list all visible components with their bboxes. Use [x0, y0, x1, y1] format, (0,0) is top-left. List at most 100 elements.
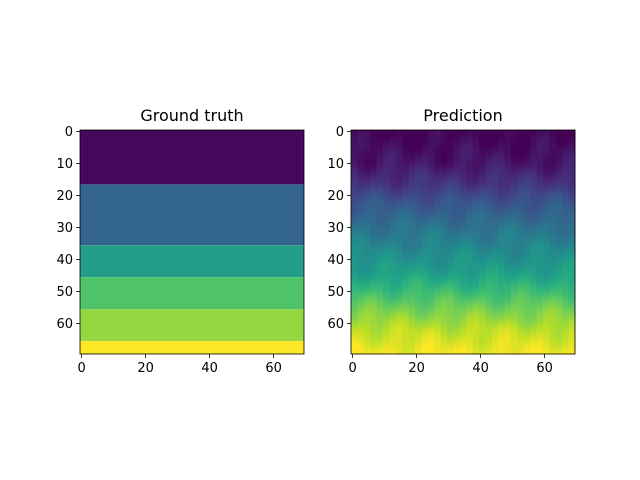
pixel-cell [562, 203, 569, 208]
pixel-cell [395, 270, 403, 275]
pixel-cell [408, 309, 416, 313]
pixel-cell [568, 174, 576, 179]
pixel-cell [530, 338, 537, 342]
pixel-cell [562, 136, 569, 140]
pixel-cell [370, 152, 377, 156]
pixel-cell [498, 190, 505, 195]
pixel-cell [498, 283, 505, 288]
pixel-cell [517, 235, 525, 240]
pixel-cell [395, 200, 403, 204]
pixel-cell [543, 222, 550, 227]
pixel-cell [357, 146, 365, 150]
pixel-cell [389, 213, 397, 217]
pixel-cell [421, 155, 429, 160]
pixel-cell [434, 168, 441, 172]
pixel-cell [402, 146, 409, 150]
pixel-cell [408, 203, 416, 208]
pixel-cell [543, 158, 550, 163]
pixel-cell [466, 290, 473, 294]
pixel-cell [549, 187, 557, 192]
pixel-cell [415, 290, 422, 294]
pixel-cell [383, 258, 390, 262]
pixel-cell [479, 293, 486, 297]
pixel-cell [504, 187, 512, 192]
pixel-cell [498, 210, 505, 214]
pixel-cell [517, 312, 525, 316]
pixel-cell [555, 322, 563, 326]
pixel-cell [498, 142, 505, 147]
pixel-cell [402, 213, 409, 217]
pixel-cell [434, 130, 441, 134]
pixel-cell [434, 232, 441, 236]
pixel-cell [421, 290, 429, 294]
pixel-cell [389, 216, 397, 220]
pixel-cell [408, 200, 416, 204]
pixel-cell [427, 238, 435, 243]
pixel-cell [491, 325, 499, 329]
pixel-cell [530, 155, 537, 160]
pixel-cell [408, 334, 416, 339]
pixel-cell [491, 286, 499, 291]
pixel-cell [363, 302, 371, 307]
pixel-cell [491, 130, 499, 134]
pixel-cell [395, 290, 403, 294]
pixel-cell [562, 232, 569, 236]
pixel-cell [440, 149, 448, 153]
pixel-cell [370, 136, 377, 140]
pixel-cell [434, 142, 441, 147]
pixel-cell [395, 184, 403, 188]
pixel-cell [402, 341, 409, 345]
pixel-cell [543, 149, 550, 153]
pixel-cell [485, 286, 493, 291]
pixel-cell [491, 280, 499, 284]
pixel-cell [517, 162, 525, 166]
pixel-cell [485, 296, 493, 300]
pixel-cell [511, 226, 518, 230]
pixel-cell [536, 312, 544, 316]
pixel-cell [357, 328, 365, 332]
pixel-cell [562, 338, 569, 342]
pixel-cell [383, 226, 390, 230]
pixel-cell [453, 219, 461, 224]
pixel-cell [523, 264, 531, 268]
pixel-cell [555, 187, 563, 192]
pixel-cell [389, 322, 397, 326]
pixel-cell [357, 254, 365, 259]
pixel-cell [479, 226, 486, 230]
pixel-cell [549, 293, 557, 297]
pixel-cell [549, 258, 557, 262]
pixel-cell [479, 347, 486, 352]
pixel-cell [357, 216, 365, 220]
pixel-cell [402, 318, 409, 323]
pixel-cell [568, 270, 576, 275]
pixel-cell [536, 299, 544, 304]
pixel-cell [523, 325, 531, 329]
pixel-cell [415, 296, 422, 300]
pixel-cell [472, 245, 480, 249]
pixel-cell [357, 264, 365, 268]
pixel-cell [568, 341, 576, 345]
pixel-cell [370, 245, 377, 249]
pixel-cell [363, 293, 371, 297]
pixel-cell [472, 216, 480, 220]
pixel-cell [447, 133, 454, 137]
pixel-cell [555, 222, 563, 227]
pixel-cell [408, 248, 416, 252]
pixel-cell [498, 222, 505, 227]
pixel-cell [370, 309, 377, 313]
pixel-cell [498, 270, 505, 275]
pixel-cell [453, 315, 461, 320]
pixel-cell [555, 158, 563, 163]
pixel-cell [504, 190, 512, 195]
pixel-cell [472, 210, 480, 214]
pixel-cell [351, 315, 358, 320]
pixel-cell [472, 242, 480, 246]
pixel-cell [511, 261, 518, 265]
pixel-cell [511, 181, 518, 185]
pixel-cell [395, 226, 403, 230]
pixel-cell [517, 210, 525, 214]
pixel-cell [555, 242, 563, 246]
pixel-cell [427, 229, 435, 233]
pixel-cell [562, 213, 569, 217]
pixel-cell [370, 280, 377, 284]
